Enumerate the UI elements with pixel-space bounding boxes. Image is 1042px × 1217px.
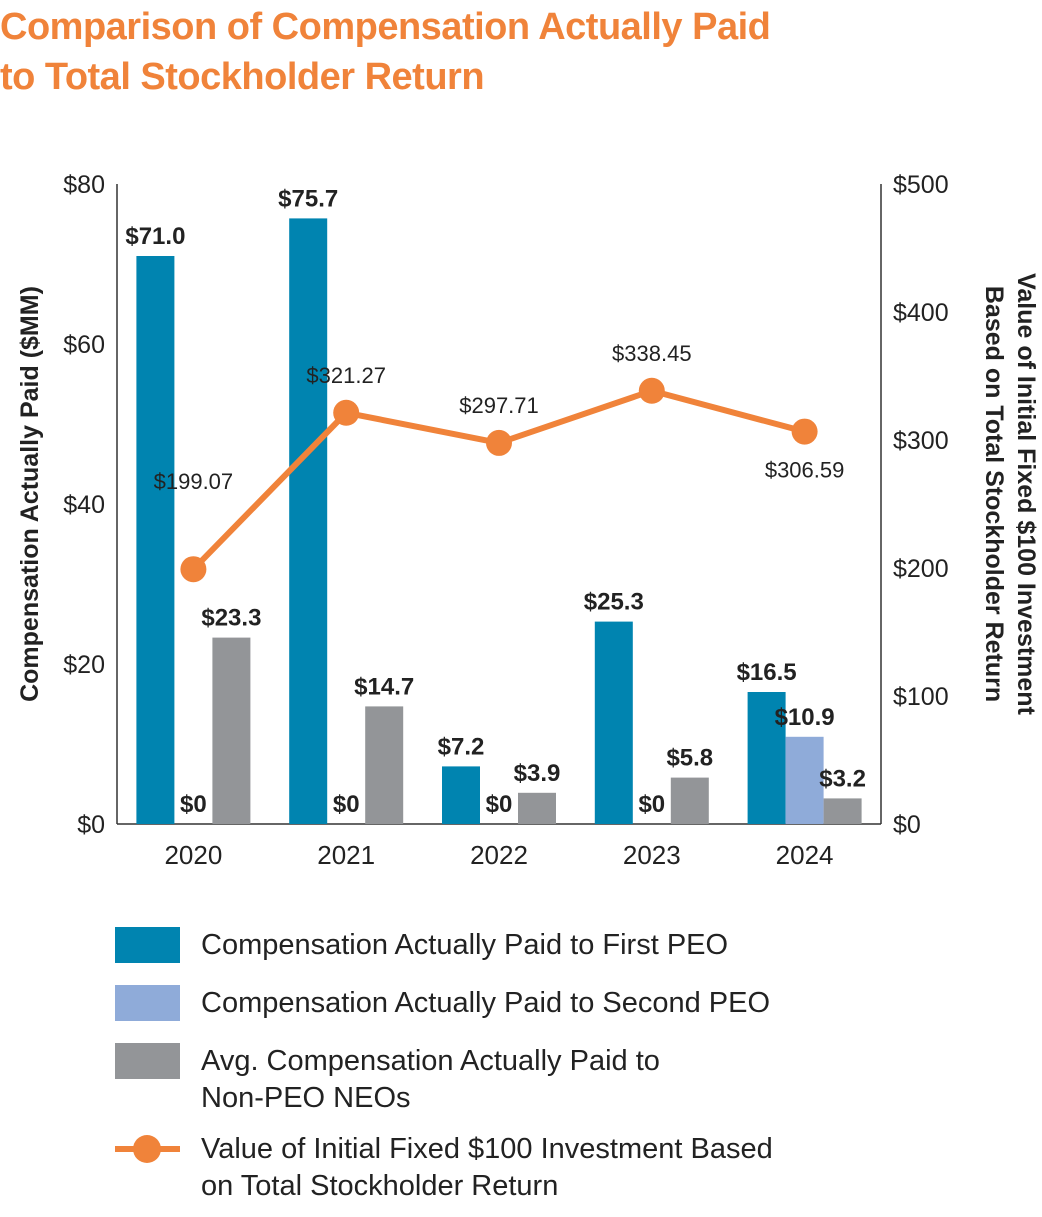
bar-2022-series-1 [442,766,480,824]
tsr-value-label-2021: $321.27 [306,363,386,388]
legend-item-tsr: Value of Initial Fixed $100 Investment B… [115,1129,1015,1217]
bar-value-label-2022-series-3: $3.9 [514,760,561,787]
bar-value-label-2022-series-2: $0 [486,791,513,818]
y-tick-left-label: $80 [63,171,105,199]
bar-value-label-2023-series-1: $25.3 [584,589,644,616]
bar-2020-series-3 [212,637,251,824]
bar-value-label-2020-series-1: $71.0 [125,223,185,250]
bar-value-label-2024-series-3: $3.2 [819,765,866,792]
chart-title-line1: Comparison of Compensation Actually Paid [0,6,771,48]
legend-item-first-peo: Compensation Actually Paid to First PEO [115,925,1015,983]
legend-swatch-second-peo [115,985,180,1021]
legend-label-tsr: Value of Initial Fixed $100 Investment B… [201,1131,773,1205]
legend-label-first-peo: Compensation Actually Paid to First PEO [201,929,729,961]
legend-swatch-first-peo [115,927,180,963]
chart-title-line2: to Total Stockholder Return [0,56,485,98]
chart-title: Comparison of Compensation Actually Paid… [0,2,1000,102]
y-axis-right-title-line2: Based on Total Stockholder Return [980,286,1008,702]
y-tick-right-label: $500 [893,171,949,199]
tsr-point-2020 [180,556,207,583]
x-tick-label: 2020 [164,840,222,870]
bar-value-label-2021-series-3: $14.7 [354,673,414,700]
legend: Compensation Actually Paid to First PEO … [115,925,1015,1217]
tsr-value-label-2020: $199.07 [154,469,234,494]
bar-2024-series-3 [823,798,862,824]
bar-value-label-2020-series-2: $0 [180,791,207,818]
bar-value-label-2024-series-1: $16.5 [737,659,797,686]
bar-2024-series-1 [747,692,786,824]
bar-value-label-2020-series-3: $23.3 [201,605,261,632]
legend-label-tsr-line2: on Total Stockholder Return [201,1170,559,1202]
y-tick-right-label: $100 [893,683,949,711]
tsr-value-label-2022: $297.71 [459,393,539,418]
legend-item-non-peo: Avg. Compensation Actually Paid to Non-P… [115,1041,1015,1129]
tsr-point-2022 [486,429,512,456]
y-tick-left-label: $60 [63,331,105,359]
legend-label-tsr-line1: Value of Initial Fixed $100 Investment B… [201,1133,773,1165]
legend-label-non-peo-line2: Non-PEO NEOs [201,1082,411,1114]
bar-value-label-2022-series-1: $7.2 [438,733,485,760]
tsr-point-2024 [791,418,818,445]
x-tick-label: 2023 [623,840,681,870]
legend-item-second-peo: Compensation Actually Paid to Second PEO [115,983,1015,1041]
y-tick-right-label: $300 [893,427,949,455]
x-tick-label: 2021 [317,840,375,870]
legend-label-second-peo: Compensation Actually Paid to Second PEO [201,987,771,1019]
bar-value-label-2021-series-1: $75.7 [278,185,338,212]
bar-value-label-2021-series-2: $0 [333,791,360,818]
x-tick-label: 2022 [470,840,528,870]
bar-2020-series-1 [136,256,175,824]
y-tick-left-label: $0 [77,811,105,839]
y-axis-right-title-line1: Value of Initial Fixed $100 Investment [1012,273,1040,715]
chart: $0 $20 $40 $60 $80 $0 $100 $200 $300 $400 $500 Comp… [16,171,1040,870]
bar-2022-series-3 [518,792,556,824]
y-tick-left-label: $40 [63,491,105,519]
tsr-point-2021 [333,399,360,426]
legend-label-non-peo: Avg. Compensation Actually Paid to Non-P… [201,1043,660,1117]
tsr-value-label-2023: $338.45 [612,341,692,366]
bar-value-label-2024-series-2: $10.9 [775,704,835,731]
y-tick-right-label: $0 [893,811,921,839]
legend-swatch-non-peo [115,1043,180,1079]
bar-2023-series-3 [670,777,709,824]
tsr-point-2023 [638,377,665,404]
bar-value-label-2023-series-3: $5.8 [666,745,713,772]
legend-label-non-peo-line1: Avg. Compensation Actually Paid to [201,1045,660,1077]
legend-swatch-tsr [115,1135,180,1163]
y-tick-left-label: $20 [63,651,105,679]
x-tick-label: 2024 [776,840,834,870]
y-axis-left-title: Compensation Actually Paid ($MM) [16,286,44,702]
tsr-value-label-2024: $306.59 [765,458,845,483]
bar-2023-series-1 [594,621,633,824]
bar-2021-series-1 [289,218,328,824]
y-tick-right-label: $400 [893,299,949,327]
y-tick-right-label: $200 [893,555,949,583]
bar-value-label-2023-series-2: $0 [638,791,665,818]
bar-2021-series-3 [365,706,404,824]
bar-2024-series-2 [785,736,824,824]
